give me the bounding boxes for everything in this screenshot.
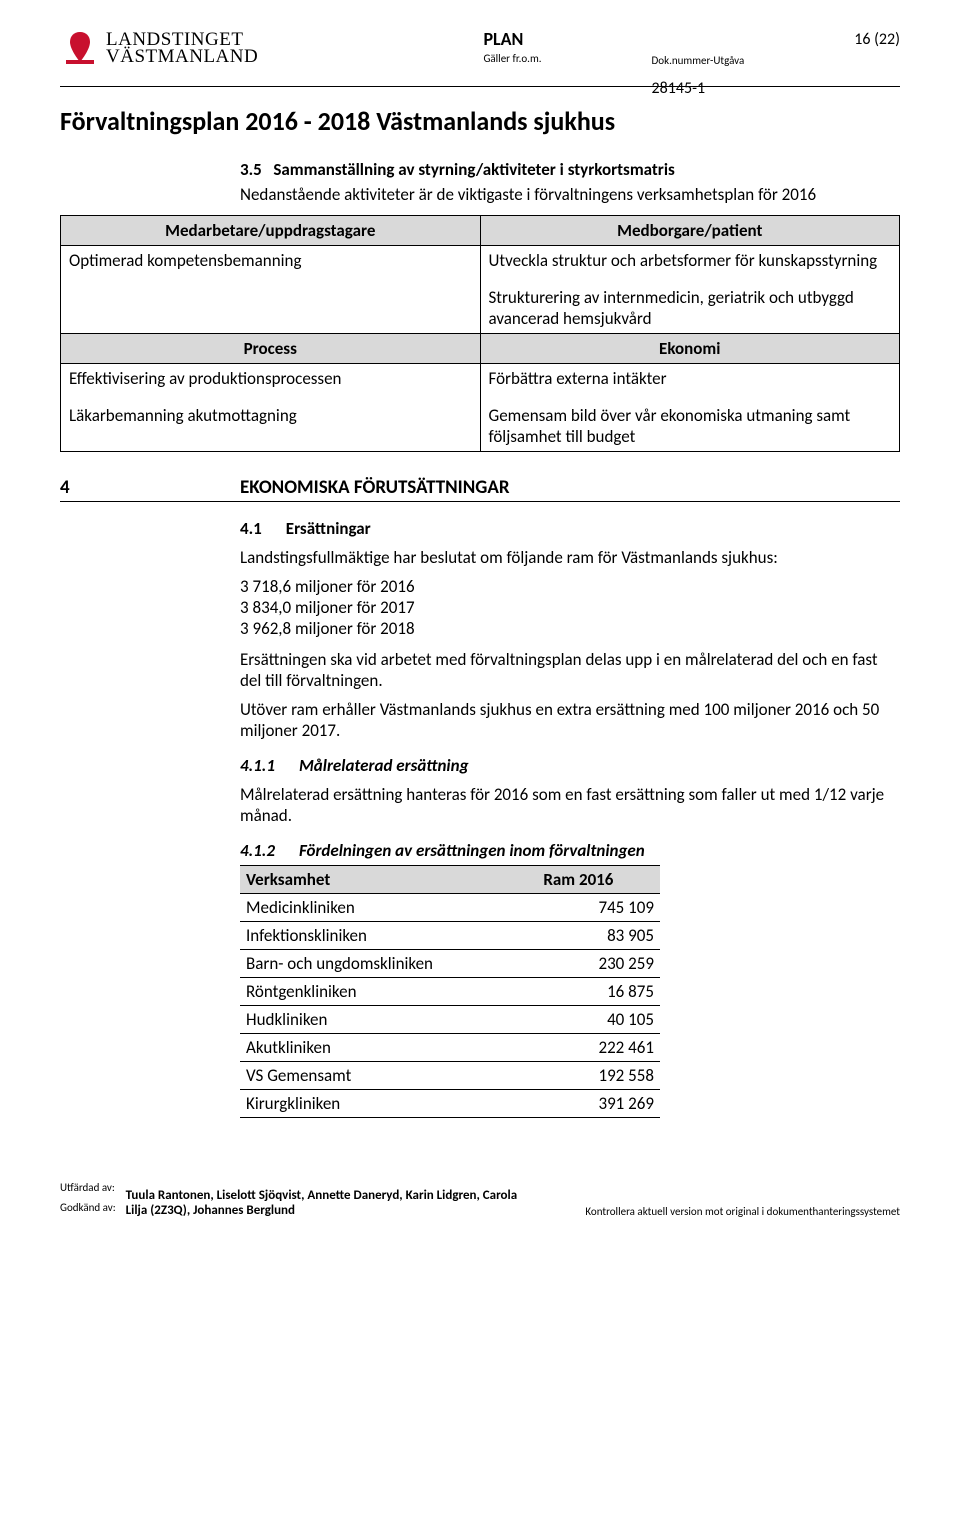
table-row: Hudkliniken40 105	[240, 1006, 660, 1034]
ram-2017: 3 834,0 miljoner för 2017	[240, 597, 900, 618]
section-4-1-1-title: Målrelaterad ersättning	[299, 755, 469, 776]
footer-labels: Utfärdad av: Godkänd av:	[60, 1178, 116, 1218]
table-row: Kirurgkliniken391 269	[240, 1090, 660, 1118]
section-4-1-2-heading: 4.1.2 Fördelningen av ersättningen inom f…	[240, 840, 900, 861]
scorecard-matrix: Medarbetare/uppdragstagare Medborgare/pa…	[60, 215, 900, 452]
section-3-5-number: 3.5	[240, 159, 262, 180]
table-row: VS Gemensamt192 558	[240, 1062, 660, 1090]
quad-process-line1: Effektivisering av produktionsprocessen	[69, 368, 472, 389]
ram-value: 391 269	[537, 1090, 660, 1118]
ram-name: VS Gemensamt	[240, 1062, 537, 1090]
ram-value: 83 905	[537, 922, 660, 950]
ram-name: Kirurgkliniken	[240, 1090, 537, 1118]
quad-cell-medarbetare: Optimerad kompetensbemanning	[61, 246, 481, 334]
logo-icon	[60, 28, 100, 68]
section-4-1-2-title: Fördelningen av ersättningen inom förval…	[299, 840, 645, 861]
header-rule	[60, 86, 900, 87]
quad-header-ekonomi: Ekonomi	[480, 334, 900, 364]
ram-2016: 3 718,6 miljoner för 2016	[240, 576, 900, 597]
utfardad-label: Utfärdad av:	[60, 1178, 116, 1198]
section-4-1-intro: Landstingsfullmäktige har beslutat om fö…	[240, 547, 900, 568]
godkand-label: Godkänd av:	[60, 1198, 116, 1218]
quad-header-medarbetare: Medarbetare/uppdragstagare	[61, 216, 481, 246]
ram-2018: 3 962,8 miljoner för 2018	[240, 618, 900, 639]
quad-process-line2: Läkarbemanning akutmottagning	[69, 405, 472, 426]
quad-header-medborgare: Medborgare/patient	[480, 216, 900, 246]
ram-name: Hudkliniken	[240, 1006, 537, 1034]
ram-value: 745 109	[537, 894, 660, 922]
ram-name: Röntgenkliniken	[240, 978, 537, 1006]
quad-ekonomi-line1: Förbättra externa intäkter	[489, 368, 892, 389]
ram-list: 3 718,6 miljoner för 2016 3 834,0 miljon…	[240, 576, 900, 639]
footer-right: Kontrollera aktuell version mot original…	[585, 1205, 900, 1218]
ram-allocation-table: Verksamhet Ram 2016 Medicinkliniken745 1…	[240, 865, 660, 1118]
page: LANDSTINGET VÄSTMANLAND PLAN Gäller fr.o…	[0, 0, 960, 1238]
galler-label: Gäller fr.o.m.	[483, 52, 541, 65]
ram-value: 222 461	[537, 1034, 660, 1062]
page-count: 16 (22)	[854, 30, 900, 49]
quad-ekonomi-line2: Gemensam bild över vår ekonomiska utmani…	[489, 405, 892, 447]
document-title: Förvaltningsplan 2016 - 2018 Västmanland…	[60, 105, 900, 137]
quad-cell-medborgare: Utveckla struktur och arbetsformer för k…	[480, 246, 900, 334]
section-4-1-1-heading: 4.1.1 Målrelaterad ersättning	[240, 755, 900, 776]
org-line2: VÄSTMANLAND	[106, 48, 258, 65]
ram-value: 192 558	[537, 1062, 660, 1090]
ram-value: 40 105	[537, 1006, 660, 1034]
page-header: LANDSTINGET VÄSTMANLAND PLAN Gäller fr.o…	[60, 28, 900, 72]
table-row: Barn- och ungdomskliniken230 259	[240, 950, 660, 978]
section-4-1-1-body: Målrelaterad ersättning hanteras för 201…	[240, 784, 900, 826]
table-row: Infektionskliniken83 905	[240, 922, 660, 950]
header-meta: PLAN Gäller fr.o.m. Dok.nummer-Utgåva 28…	[483, 28, 900, 72]
quad-medborgare-line2: Strukturering av internmedicin, geriatri…	[489, 287, 892, 329]
section-4-1-p2: Ersättningen ska vid arbetet med förvalt…	[240, 649, 900, 691]
section-4-1-p3: Utöver ram erhåller Västmanlands sjukhus…	[240, 699, 900, 741]
indented-content: 3.5 Sammanställning av styrning/aktivite…	[60, 159, 900, 452]
quad-cell-ekonomi: Förbättra externa intäkter Gemensam bild…	[480, 364, 900, 452]
ram-name: Barn- och ungdomskliniken	[240, 950, 537, 978]
quad-header-process: Process	[61, 334, 481, 364]
plan-column: PLAN Gäller fr.o.m.	[483, 28, 541, 65]
quad-medborgare-line1: Utveckla struktur och arbetsformer för k…	[489, 250, 892, 271]
table-row: Medicinkliniken745 109	[240, 894, 660, 922]
doknr-column: Dok.nummer-Utgåva 28145-1	[652, 28, 745, 72]
ram-name: Akutkliniken	[240, 1034, 537, 1062]
section-4-number: 4	[60, 476, 200, 499]
footer-left: Utfärdad av: Godkänd av: Tuula Rantonen,…	[60, 1178, 526, 1218]
ram-name: Infektionskliniken	[240, 922, 537, 950]
section-4-1-2-number: 4.1.2	[240, 840, 275, 861]
section-3-5-intro: Nedanstående aktiviteter är de viktigast…	[240, 184, 900, 205]
section-3-5-title: Sammanställning av styrning/aktiviteter …	[273, 159, 674, 180]
section-3-5-heading: 3.5 Sammanställning av styrning/aktivite…	[240, 159, 900, 180]
section-4-1-title: Ersättningar	[286, 518, 371, 539]
table-row: Röntgenkliniken16 875	[240, 978, 660, 1006]
section-4-title: EKONOMISKA FÖRUTSÄTTNINGAR	[240, 476, 510, 499]
ram-name: Medicinkliniken	[240, 894, 537, 922]
plan-label: PLAN	[483, 28, 541, 50]
doknr-label: Dok.nummer-Utgåva	[652, 54, 745, 67]
org-name: LANDSTINGET VÄSTMANLAND	[106, 31, 258, 65]
page-footer: Utfärdad av: Godkänd av: Tuula Rantonen,…	[60, 1178, 900, 1218]
section-4-heading-row: 4 EKONOMISKA FÖRUTSÄTTNINGAR	[60, 476, 900, 502]
ram-col-ram2016: Ram 2016	[537, 866, 660, 894]
ram-value: 16 875	[537, 978, 660, 1006]
org-logo: LANDSTINGET VÄSTMANLAND	[60, 28, 258, 68]
section-4-1-number: 4.1	[240, 518, 262, 539]
section-4-content: 4.1 Ersättningar Landstingsfullmäktige ha…	[60, 518, 900, 1118]
ram-value: 230 259	[537, 950, 660, 978]
doknr-value: 28145-1	[652, 79, 745, 98]
section-4-1-1-number: 4.1.1	[240, 755, 275, 776]
quad-cell-process: Effektivisering av produktionsprocessen …	[61, 364, 481, 452]
table-row: Akutkliniken222 461	[240, 1034, 660, 1062]
ram-col-verksamhet: Verksamhet	[240, 866, 537, 894]
section-4-1-heading: 4.1 Ersättningar	[240, 518, 900, 539]
footer-names: Tuula Rantonen, Liselott Sjöqvist, Annet…	[126, 1188, 526, 1218]
